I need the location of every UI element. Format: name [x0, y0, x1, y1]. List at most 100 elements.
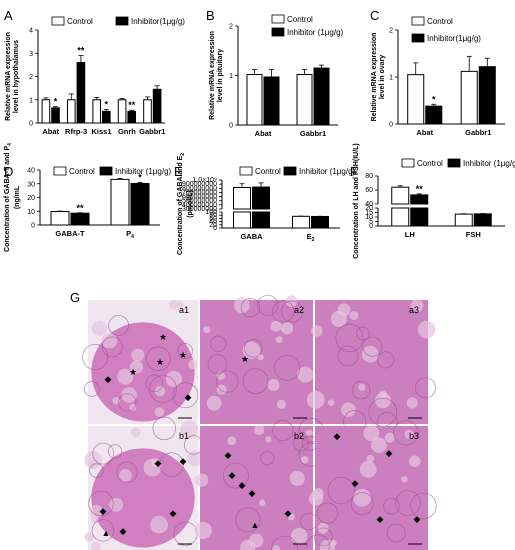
follicle-outline — [152, 416, 177, 441]
y-tick-label: 60 — [209, 215, 217, 222]
y-tick-label: 15 — [365, 210, 373, 217]
x-category-label: Abat — [255, 129, 272, 138]
legend-label-inhibitor: Inhibitor (1μg/g) — [115, 167, 172, 176]
follicle-outline — [242, 368, 269, 395]
x-category-name: Rfrp-3 — [65, 127, 87, 136]
follicle-lumen — [154, 385, 166, 397]
bar-inhibitor — [70, 212, 90, 226]
legend-swatch-inhibitor — [411, 33, 425, 43]
significance-marker: * — [138, 173, 142, 183]
y-tick-label: 3 — [29, 51, 33, 58]
bar-control — [110, 178, 130, 226]
histology-tile-a1: a1 ★ ★ ★ ★ ◆ ◆ — [82, 299, 199, 424]
bar-control — [296, 74, 313, 126]
follicle-lumen — [359, 460, 377, 478]
tile-marker: ★ — [129, 367, 137, 377]
follicle-lumen — [305, 429, 313, 437]
y-tick-label: 1 — [29, 97, 33, 104]
tile-marker: ◆ — [239, 480, 246, 490]
follicle-lumen — [151, 458, 160, 467]
follicle-lumen — [84, 451, 102, 469]
follicle-outline — [383, 497, 400, 515]
bar-inhibitor-lower — [410, 207, 429, 227]
follicle-lumen — [272, 545, 281, 550]
y-tick-label: 40 — [365, 201, 373, 208]
tile-marker: ◆ — [155, 458, 162, 468]
follicle-outline — [410, 492, 437, 520]
y-tick-label: 40 — [209, 219, 217, 226]
bar-control — [66, 99, 76, 124]
follicle-lumen — [240, 540, 256, 550]
follicle-outline — [159, 452, 184, 477]
follicle-lumen — [353, 488, 372, 507]
legend-swatch-inhibitor — [283, 166, 297, 176]
follicle-lumen — [406, 397, 418, 409]
legend-label-control: Control — [255, 167, 281, 176]
follicle-lumen — [370, 437, 387, 454]
follicle-outline — [240, 297, 261, 318]
follicle-lumen — [384, 432, 395, 443]
follicle-outline — [107, 444, 123, 459]
follicle-lumen — [417, 320, 436, 339]
bar-control-lower — [391, 207, 410, 227]
tile-marker: ★ — [179, 350, 187, 360]
legend-label-inhibitor: Inhibitor (1μg/g) — [463, 159, 515, 168]
bar-inhibitor — [473, 213, 492, 227]
tile-marker: ★ — [241, 354, 249, 364]
y-axis-label: Relative mRNA expressionlevel in pituita… — [209, 31, 224, 120]
tile-label: b1 — [179, 431, 189, 441]
follicle-outline — [172, 382, 199, 409]
x-category-name: GABA-T — [55, 229, 85, 238]
follicle-outline — [145, 374, 164, 393]
follicle-outline — [223, 462, 249, 489]
bar-inhibitor — [311, 215, 329, 229]
bar-control — [117, 99, 127, 124]
legend-swatch-control — [411, 16, 425, 26]
panel-label: D — [4, 164, 13, 179]
x-category-name: Gnrh — [118, 127, 136, 136]
histology-tile-a3: a3 — [306, 299, 436, 434]
follicle-outline — [327, 476, 355, 505]
y-axis-label: Relative mRNA expressionlevel in hypotha… — [5, 32, 20, 121]
bar-control — [246, 74, 263, 126]
y-tick-label: 0 — [31, 223, 35, 230]
tile-marker: ◆ — [180, 456, 187, 466]
tile-marker: ▲ — [102, 528, 111, 538]
tile-marker: ◆ — [334, 431, 341, 441]
x-category-label: Gnrh — [118, 127, 136, 136]
follicle-lumen — [330, 539, 337, 547]
panel-label: F — [350, 164, 358, 179]
y-tick-label: 100 — [205, 209, 217, 216]
y-tick-label: 1 — [389, 75, 393, 82]
follicle-outline — [108, 315, 130, 336]
follicle-lumen — [409, 455, 421, 468]
x-category-label: Abat — [416, 128, 433, 137]
follicle-lumen — [203, 326, 211, 334]
significance-marker: ** — [76, 203, 84, 213]
follicle-lumen — [363, 425, 380, 442]
bar-control — [41, 99, 51, 124]
follicle-outline — [244, 339, 263, 358]
y-tick-label: 700000000 — [182, 189, 217, 196]
follicle-lumen — [91, 320, 108, 336]
bar-inhibitor — [51, 107, 60, 124]
legend-label-inhibitor: Inhibitor(1μg/g) — [427, 34, 481, 43]
follicle-lumen — [194, 521, 212, 540]
y-tick-label: 80 — [209, 212, 217, 219]
histology-tile-b3: b3 ◆ ◆ ◆ ◆ ◆ — [306, 420, 437, 550]
follicle-outline — [84, 381, 100, 397]
tile-marker: ★ — [156, 357, 164, 367]
y-tick-label: 0 — [389, 122, 393, 129]
y-tick-label: 10 — [27, 209, 35, 216]
follicle-lumen — [117, 368, 134, 385]
y-axis-label-line: level in hypothalamus — [13, 40, 20, 113]
tile-marker: ◆ — [414, 514, 421, 524]
significance-marker: * — [105, 100, 109, 110]
y-axis-label-line: level in pituitary — [217, 49, 224, 102]
tile-marker: ◆ — [120, 526, 127, 536]
follicle-lumen — [89, 505, 103, 519]
follicle-lumen — [130, 427, 141, 438]
